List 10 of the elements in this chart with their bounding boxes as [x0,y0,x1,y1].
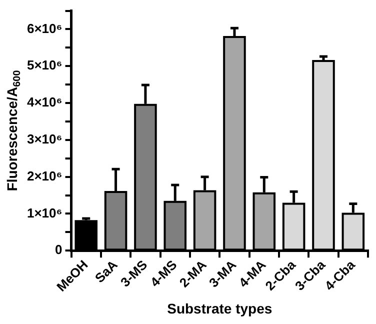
y-tick-label: 2×10⁶ [26,168,62,184]
y-tick-label: 0 [55,242,62,258]
y-tick-label: 6×10⁶ [26,20,62,36]
y-tick-label: 3×10⁶ [26,132,62,147]
x-tick-label: SaA [92,256,121,286]
y-tick-label: 4×10⁶ [26,94,62,110]
x-axis-title: Substrate types [167,300,272,316]
y-tick-label: 5×10⁶ [26,58,62,73]
y-tick-label: 1×10⁶ [26,205,62,220]
y-axis-title: Fluorescence/A600 [4,70,23,192]
